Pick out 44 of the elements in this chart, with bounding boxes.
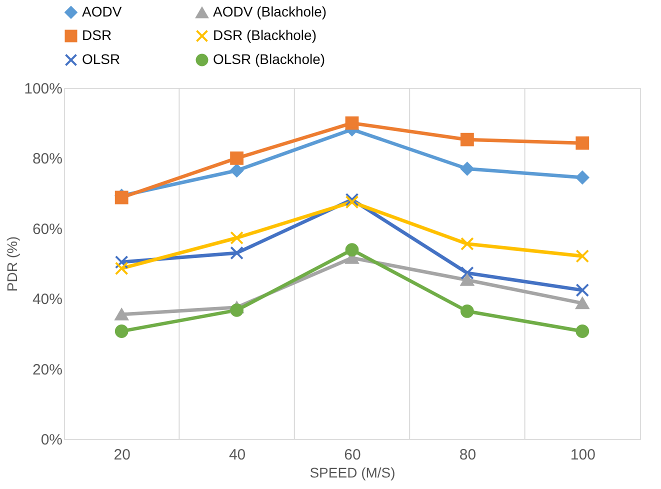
y-tick-label: 0%	[40, 432, 62, 448]
legend-label: DSR	[82, 27, 112, 43]
point	[576, 283, 590, 297]
x-axis-title: SPEED (M/S)	[310, 464, 396, 480]
legend-label: DSR (Blackhole)	[213, 27, 316, 43]
point	[230, 152, 244, 165]
point	[576, 170, 590, 184]
y-tick-label: 20%	[32, 361, 62, 378]
point	[230, 246, 244, 260]
x-tick-label: 40	[228, 446, 246, 464]
legend-label: AODV (Blackhole)	[213, 4, 327, 20]
point	[345, 116, 359, 130]
legend-label: OLSR	[82, 51, 120, 67]
point	[114, 255, 128, 269]
legend-label: AODV	[82, 3, 122, 20]
point	[114, 308, 128, 320]
y-tick-label: 100%	[24, 80, 62, 98]
point	[460, 132, 474, 146]
point	[345, 192, 359, 206]
point	[230, 164, 244, 178]
x-tick-label: 20	[114, 446, 130, 464]
x-tick-label: 80	[459, 446, 476, 464]
point	[114, 262, 128, 276]
point	[230, 303, 244, 317]
y-tick-label: 60%	[32, 220, 62, 238]
point	[114, 324, 128, 338]
point	[576, 324, 590, 338]
point	[460, 274, 474, 286]
x-tick-label: 100	[570, 446, 596, 464]
point	[460, 162, 474, 176]
point	[576, 249, 590, 263]
y-axis-title: PDR (%)	[4, 236, 20, 292]
legend-label: OLSR (Blackhole)	[213, 51, 326, 67]
point	[345, 195, 359, 209]
point	[230, 231, 244, 245]
point	[576, 297, 590, 310]
x-tick-label: 60	[344, 446, 361, 464]
point	[460, 266, 474, 280]
point	[345, 243, 359, 256]
point	[576, 136, 590, 150]
y-tick-label: 80%	[32, 150, 62, 168]
y-tick-label: 40%	[32, 291, 62, 308]
point	[460, 237, 474, 251]
point	[460, 304, 474, 318]
